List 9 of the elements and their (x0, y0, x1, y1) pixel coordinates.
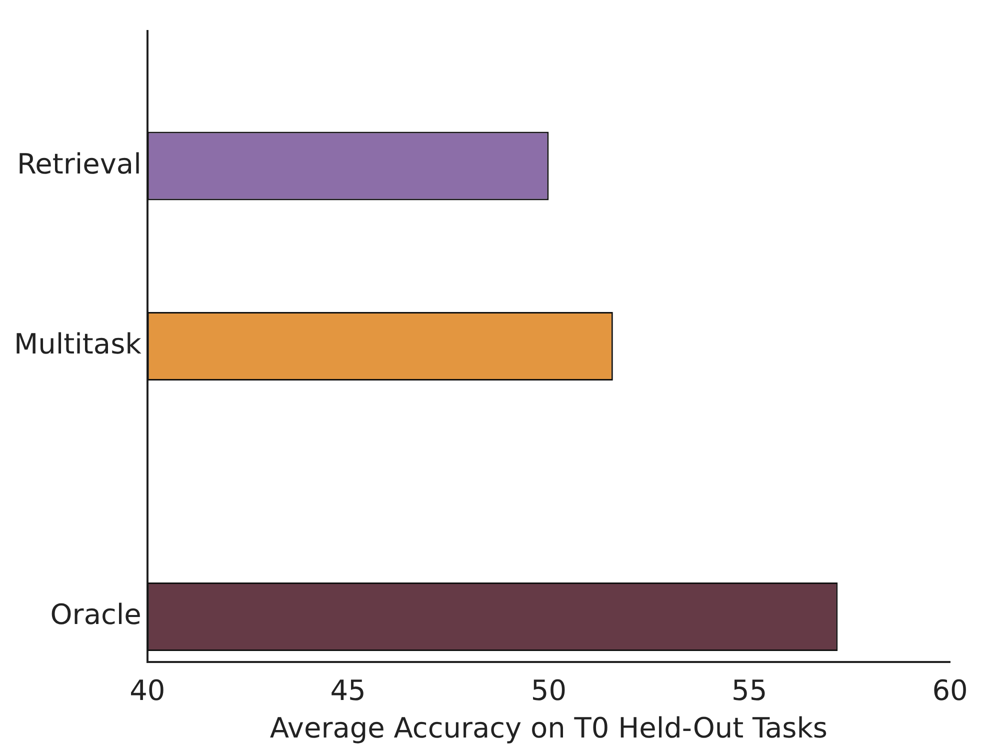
x-tick-label: 45 (330, 674, 366, 707)
y-tick-label: Multitask (14, 328, 142, 361)
x-tick-label: 60 (932, 674, 968, 707)
x-axis-title: Average Accuracy on T0 Held-Out Tasks (270, 711, 828, 744)
x-tick-label: 50 (530, 674, 567, 707)
y-tick-label: Retrieval (16, 147, 142, 180)
x-tick-label: 55 (732, 674, 768, 707)
x-tick-label: 40 (130, 674, 166, 707)
y-tick-label: Oracle (50, 598, 142, 632)
